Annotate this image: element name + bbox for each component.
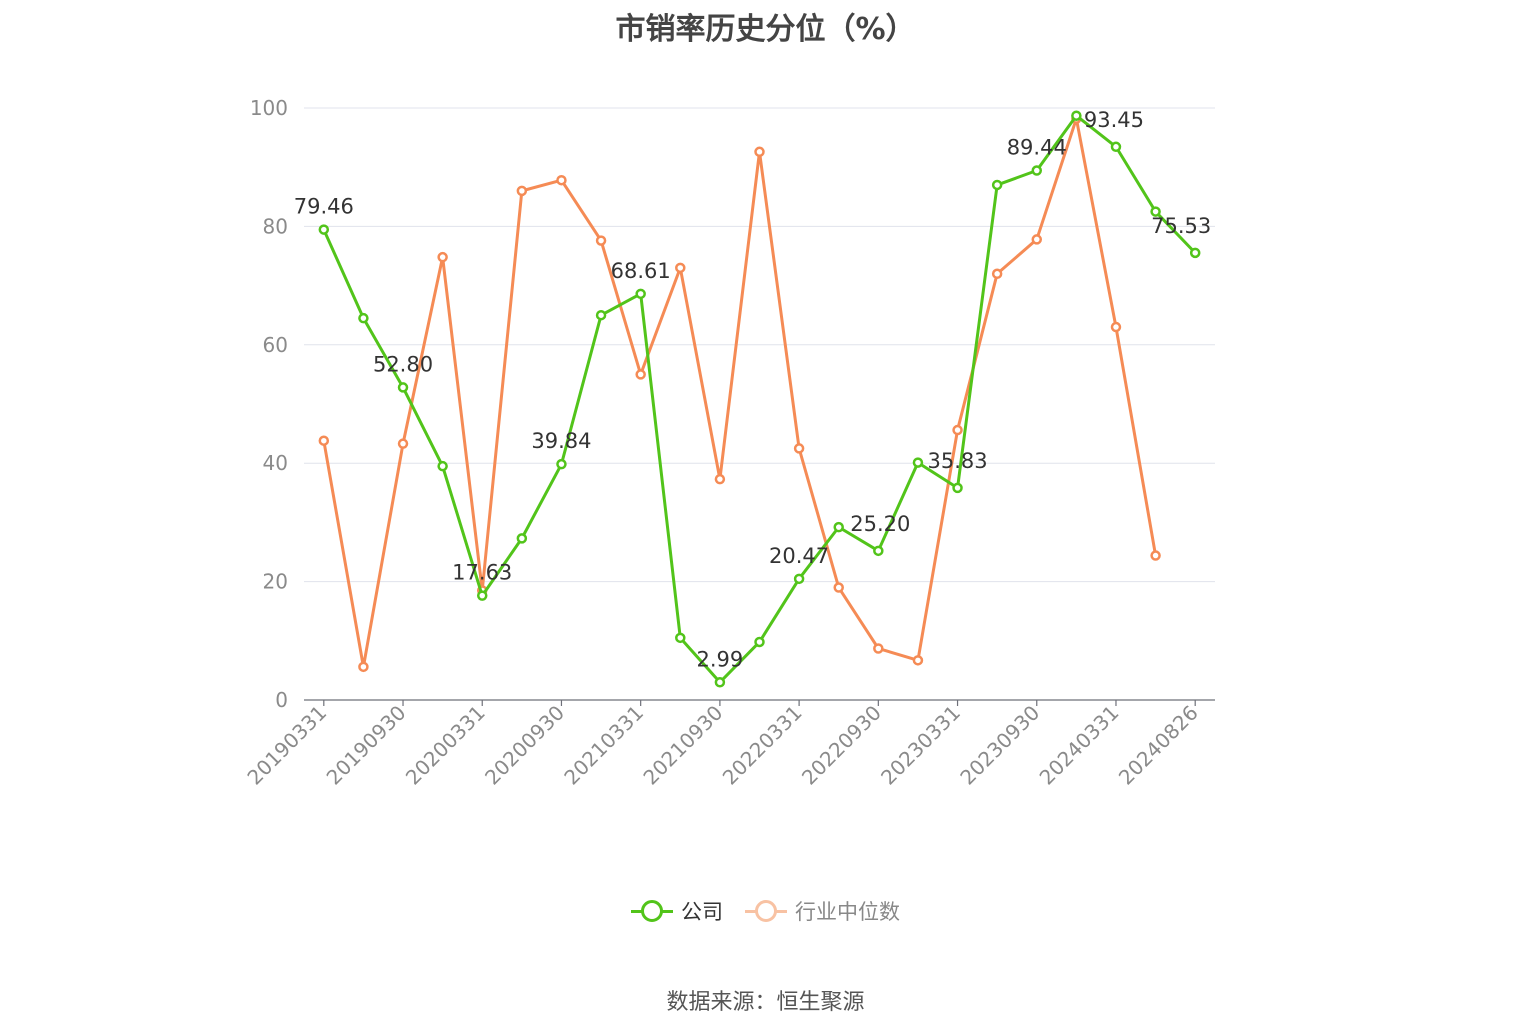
data-point-0 bbox=[476, 590, 488, 601]
data-point-1 bbox=[437, 251, 448, 263]
series-line-1 bbox=[322, 117, 1158, 669]
data-point-1 bbox=[675, 262, 686, 274]
data-point-1 bbox=[991, 268, 1003, 280]
line-chart: 0 20 40 60 80 100 2019033120190930202003312020… bbox=[242, 96, 1215, 790]
data-point-0 bbox=[991, 179, 1003, 191]
y-tick-label: 60 bbox=[263, 333, 288, 357]
y-tick-label: 0 bbox=[275, 688, 288, 712]
data-point-0 bbox=[437, 460, 448, 472]
data-label: 20.47 bbox=[769, 544, 829, 568]
legend-marker-company bbox=[631, 900, 673, 922]
x-tick-label: 20210930 bbox=[638, 701, 727, 790]
data-point-1 bbox=[516, 185, 528, 197]
legend: 公司 行业中位数 bbox=[0, 896, 1531, 926]
data-label: 39.84 bbox=[531, 429, 591, 453]
data-point-1 bbox=[358, 661, 369, 673]
legend-marker-industry-median bbox=[745, 900, 787, 922]
data-point-0 bbox=[675, 632, 686, 644]
x-tick-label: 20210331 bbox=[559, 701, 648, 790]
chart-title: 市销率历史分位（%） bbox=[615, 12, 916, 47]
data-point-0 bbox=[754, 636, 765, 648]
data-point-0 bbox=[318, 224, 330, 235]
x-tick-label: 20190930 bbox=[322, 701, 411, 790]
data-label: 52.80 bbox=[373, 352, 433, 376]
data-point-0 bbox=[358, 312, 369, 324]
y-tick-label: 100 bbox=[250, 96, 288, 120]
data-point-0 bbox=[912, 457, 924, 468]
x-tick-label: 20200331 bbox=[401, 701, 490, 790]
legend-item-company[interactable]: 公司 bbox=[631, 896, 723, 926]
y-tick-label: 40 bbox=[263, 451, 288, 475]
data-point-1 bbox=[595, 235, 607, 246]
x-tick-label: 20190331 bbox=[242, 701, 331, 790]
data-point-1 bbox=[952, 424, 963, 436]
data-label: 68.61 bbox=[611, 259, 671, 283]
data-point-0 bbox=[1189, 247, 1201, 259]
data-point-0 bbox=[635, 288, 646, 300]
data-point-0 bbox=[1150, 206, 1161, 217]
data-point-0 bbox=[833, 521, 844, 533]
x-tick-label: 20230930 bbox=[955, 701, 1044, 790]
data-point-1 bbox=[714, 473, 726, 485]
data-point-0 bbox=[397, 382, 409, 393]
source-note: 数据来源：恒生聚源 bbox=[666, 990, 865, 1015]
legend-label-industry-median: 行业中位数 bbox=[795, 900, 900, 924]
data-point-1 bbox=[873, 643, 884, 654]
data-point-1 bbox=[1150, 550, 1161, 561]
data-label: 2.99 bbox=[697, 647, 744, 671]
x-tick-label: 20220930 bbox=[797, 701, 886, 790]
legend-item-industry-median[interactable]: 行业中位数 bbox=[745, 896, 900, 926]
data-point-1 bbox=[397, 438, 409, 449]
series-line-0 bbox=[322, 114, 1197, 684]
data-label: 89.44 bbox=[1007, 136, 1067, 160]
data-point-0 bbox=[1031, 165, 1043, 176]
data-point-0 bbox=[1110, 141, 1122, 153]
x-tick-label: 20200930 bbox=[480, 701, 569, 790]
data-label: 17.63 bbox=[452, 561, 512, 585]
data-point-1 bbox=[912, 655, 924, 666]
data-point-0 bbox=[595, 309, 607, 321]
y-tick-label: 80 bbox=[263, 214, 288, 238]
legend-label-company: 公司 bbox=[681, 900, 723, 924]
data-point-1 bbox=[1110, 321, 1122, 333]
data-label: 93.45 bbox=[1084, 108, 1144, 132]
x-tick-label: 20220331 bbox=[718, 701, 807, 790]
data-point-0 bbox=[793, 573, 805, 585]
data-point-0 bbox=[873, 545, 884, 557]
data-point-0 bbox=[714, 677, 726, 688]
x-tick-label: 20240331 bbox=[1035, 701, 1124, 790]
data-label: 25.20 bbox=[850, 512, 910, 536]
data-point-0 bbox=[516, 533, 528, 544]
data-point-0 bbox=[1071, 110, 1082, 121]
x-tick-label: 20230331 bbox=[876, 701, 965, 790]
data-point-1 bbox=[556, 174, 567, 186]
data-label: 35.83 bbox=[927, 449, 987, 473]
data-point-1 bbox=[833, 582, 844, 593]
data-point-1 bbox=[1031, 234, 1043, 245]
x-tick-label: 20240826 bbox=[1114, 701, 1203, 790]
data-label: 75.53 bbox=[1151, 214, 1211, 238]
data-label: 79.46 bbox=[294, 195, 354, 219]
data-point-1 bbox=[318, 435, 330, 446]
data-point-1 bbox=[635, 369, 646, 380]
y-tick-label: 20 bbox=[263, 570, 288, 594]
data-point-1 bbox=[793, 443, 805, 454]
data-point-1 bbox=[754, 146, 765, 158]
data-point-0 bbox=[556, 458, 567, 470]
data-point-0 bbox=[952, 482, 963, 494]
